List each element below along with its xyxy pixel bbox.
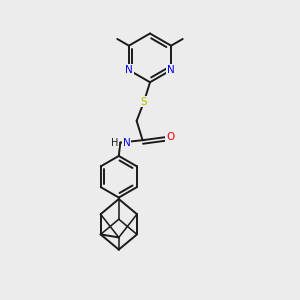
Text: N: N — [167, 65, 175, 75]
Text: N: N — [125, 65, 133, 75]
Text: O: O — [166, 132, 174, 142]
Text: H: H — [110, 138, 118, 148]
Text: N: N — [123, 138, 130, 148]
Text: S: S — [141, 97, 147, 106]
